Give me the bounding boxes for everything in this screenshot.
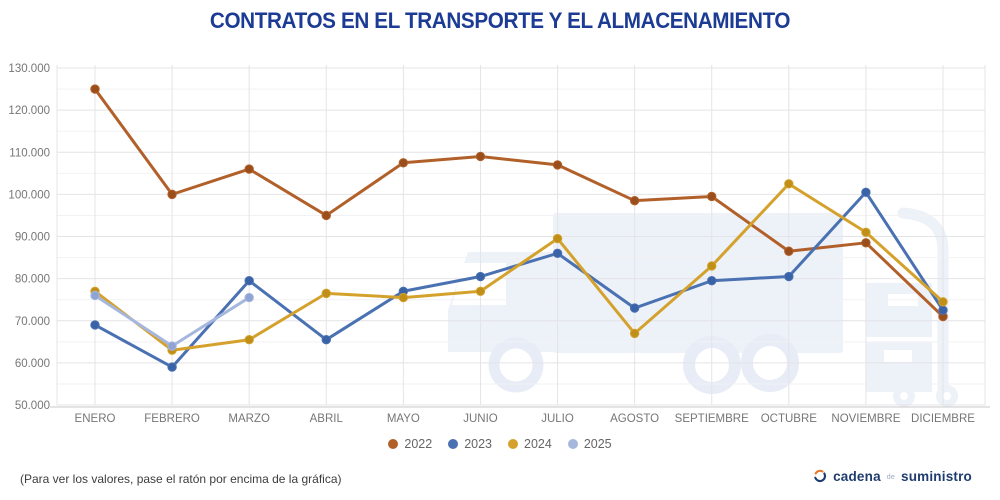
data-point-2025[interactable] [90,290,100,301]
data-point-2024[interactable] [475,286,486,296]
data-point-2022[interactable] [398,158,409,168]
y-tick-label: 120.000 [8,105,50,117]
data-point-2022[interactable] [475,151,486,162]
y-tick-label: 100.000 [8,189,50,201]
data-point-2022[interactable] [90,84,100,94]
data-point-2022[interactable] [552,160,563,170]
data-point-2023[interactable] [475,271,486,282]
data-point-2022[interactable] [629,195,640,206]
brand-word-suministro: suministro [900,468,972,484]
x-tick-label: MARZO [228,413,270,425]
legend-item-2024: 2024 [508,437,552,451]
data-point-2023[interactable] [90,320,100,330]
series-line-2024 [93,182,945,352]
data-point-2022[interactable] [861,238,871,248]
legend: 2022 2023 2024 2025 [0,437,1000,451]
x-tick-label: MAYO [387,413,420,425]
data-point-2023[interactable] [861,187,871,197]
y-axis-labels: 50.000 60.000 70.000 80.000 90.000 100.000 110… [8,63,50,412]
brand-word-cadena: cadena [833,468,881,484]
legend-item-2022: 2022 [388,437,432,451]
truck-watermark [448,207,958,407]
legend-dot-2022 [388,439,399,449]
series-2022[interactable] [90,84,948,322]
x-tick-label: AGOSTO [610,413,659,425]
data-point-2023[interactable] [167,362,177,372]
data-point-2024[interactable] [707,261,717,271]
data-point-2024[interactable] [552,233,563,244]
gridlines [50,65,990,408]
series-2025[interactable] [90,290,254,351]
x-tick-label: ABRIL [310,413,344,425]
legend-dot-2024 [508,439,518,449]
data-point-2022[interactable] [784,246,794,256]
y-tick-label: 60.000 [15,358,50,370]
data-point-2023[interactable] [938,305,948,315]
brand-word-de: de [886,474,895,481]
data-point-2024[interactable] [398,292,409,303]
brand-logo: cadena de suministro [812,468,972,484]
legend-label-2025: 2025 [583,437,612,451]
data-point-2025[interactable] [167,341,177,351]
y-tick-label: 90.000 [15,232,50,244]
legend-label-2024: 2024 [524,437,552,451]
legend-item-2023: 2023 [448,437,492,451]
y-tick-label: 130.000 [8,63,50,75]
series-line-2022 [93,87,945,319]
x-tick-label: FEBRERO [144,413,200,425]
x-tick-label: ENERO [75,413,116,425]
data-point-2023[interactable] [244,276,254,286]
circular-arrows-icon [814,469,827,483]
data-point-2024[interactable] [244,335,254,345]
x-tick-label: OCTUBRE [761,413,818,425]
y-tick-label: 70.000 [15,316,50,328]
data-point-2023[interactable] [784,271,794,282]
data-point-2022[interactable] [244,164,254,174]
data-point-2024[interactable] [938,297,948,307]
y-tick-label: 80.000 [15,274,50,286]
data-point-2024[interactable] [629,328,640,339]
legend-dot-2025 [567,439,578,449]
data-point-2022[interactable] [707,191,717,202]
data-point-2023[interactable] [552,248,563,259]
legend-item-2025: 2025 [567,437,612,451]
data-point-2022[interactable] [167,189,177,200]
x-tick-label: JULIO [541,413,574,425]
legend-label-2023: 2023 [464,437,492,451]
x-tick-label: SEPTIEMBRE [675,413,749,425]
data-point-2024[interactable] [784,179,794,189]
x-tick-label: JUNIO [463,413,498,425]
x-tick-label: DICIEMBRE [911,413,975,425]
data-point-2022[interactable] [321,210,331,221]
x-tick-label: NOVIEMBRE [831,413,900,425]
y-tick-label: 110.000 [9,147,50,159]
data-point-2023[interactable] [321,335,331,345]
legend-dot-2023 [448,439,459,449]
legend-label-2022: 2022 [404,437,433,451]
chart-title: CONTRATOS EN EL TRANSPORTE Y EL ALMACENA… [209,8,791,33]
data-point-2025[interactable] [244,292,254,303]
x-axis-labels: ENERO FEBRERO MARZO ABRIL MAYO JUNIO JULIO AGOS… [75,413,976,425]
data-point-2023[interactable] [629,303,640,313]
data-point-2024[interactable] [321,288,331,299]
data-point-2024[interactable] [861,227,871,237]
hover-hint: (Para ver los valores, pase el ratón por… [20,472,342,486]
data-point-2023[interactable] [707,276,717,286]
y-tick-label: 50.000 [15,400,50,412]
